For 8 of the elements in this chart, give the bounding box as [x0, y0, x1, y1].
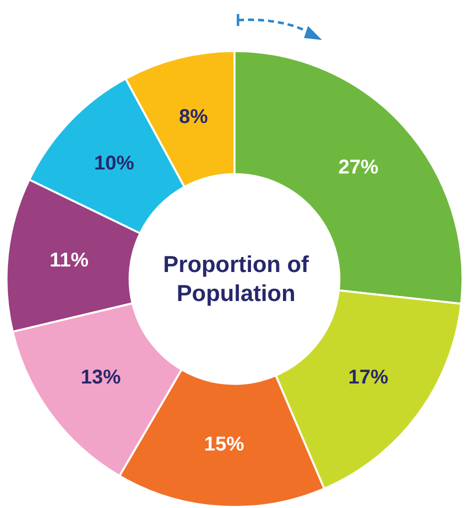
data-label: 15%: [204, 434, 244, 456]
data-label: 27%: [338, 156, 379, 178]
data-label: 11%: [50, 249, 89, 272]
data-label: 17%: [348, 366, 388, 389]
text: Proportion of Population: [162, 250, 310, 308]
data-label: 8%: [179, 106, 208, 128]
data-label: 13%: [80, 366, 121, 389]
data-label: 10%: [94, 152, 134, 175]
